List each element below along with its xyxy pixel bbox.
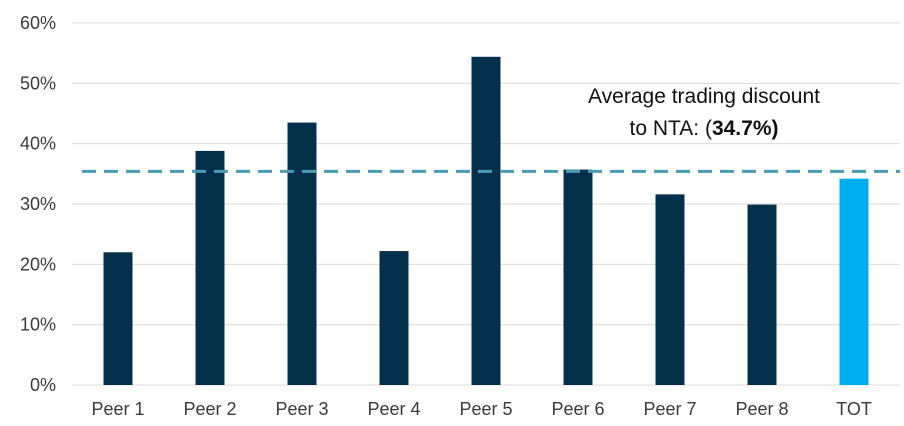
bar-peer-6: [563, 169, 593, 385]
bar-tot: [839, 178, 869, 385]
annotation-line-2: to NTA: (34.7%): [630, 117, 779, 140]
x-tick-label: Peer 1: [91, 399, 144, 419]
annotation-value: 34.7%): [712, 117, 779, 140]
bar-peer-4: [379, 251, 409, 385]
y-axis-tick-labels: 0% 10% 20% 30% 40% 50% 60%: [20, 13, 56, 395]
x-tick-label: Peer 3: [275, 399, 328, 419]
x-tick-label: Peer 5: [459, 399, 512, 419]
bar-peer-2: [195, 150, 225, 385]
x-tick-label: Peer 4: [367, 399, 420, 419]
x-tick-label: Peer 2: [183, 399, 236, 419]
y-tick-label: 60%: [20, 13, 56, 33]
annotation-prefix: to NTA: (: [630, 117, 712, 140]
x-axis-tick-labels: Peer 1 Peer 2 Peer 3 Peer 4 Peer 5 Peer 6 Peer…: [91, 399, 871, 419]
bar-peer-8: [747, 204, 777, 385]
y-tick-label: 40%: [20, 134, 56, 154]
y-tick-label: 0%: [30, 375, 56, 395]
y-tick-label: 50%: [20, 73, 56, 93]
x-tick-label: Peer 6: [551, 399, 604, 419]
x-tick-label: Peer 8: [735, 399, 788, 419]
bar-peer-3: [287, 122, 317, 386]
bar-peer-7: [655, 194, 685, 385]
annotation-line-1: Average trading discount: [588, 85, 820, 108]
bar-peer-5: [471, 56, 501, 385]
x-tick-label: Peer 7: [643, 399, 696, 419]
bar-peer-1: [103, 252, 133, 385]
x-tick-label: TOT: [836, 399, 872, 419]
y-tick-label: 30%: [20, 194, 56, 214]
y-tick-label: 10%: [20, 315, 56, 335]
y-tick-label: 20%: [20, 254, 56, 274]
bars: [103, 56, 869, 386]
